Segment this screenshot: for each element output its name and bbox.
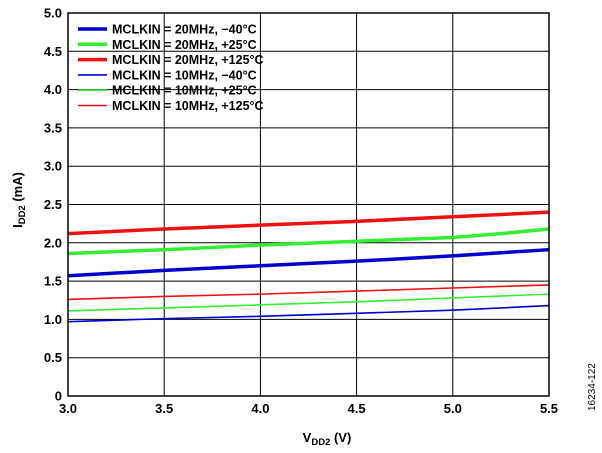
series-line <box>68 212 549 233</box>
y-tick-label: 1.5 <box>44 274 62 289</box>
x-tick-label: 5.0 <box>444 401 462 416</box>
legend-label: MCLKIN = 10MHz, +125°C <box>112 99 264 113</box>
y-tick-label: 0.5 <box>44 350 62 365</box>
y-tick-label: 2.0 <box>44 235 62 250</box>
x-axis-title-base: V <box>303 430 312 445</box>
plot-series <box>68 212 549 322</box>
y-tick-label: 0 <box>55 389 62 404</box>
x-tick-label: 4.0 <box>251 401 269 416</box>
y-axis-title: IDD2 (mA) <box>10 172 28 228</box>
y-tick-label: 4.0 <box>44 82 62 97</box>
x-tick-labels: 3.0 3.5 4.0 4.5 5.0 5.5 <box>59 401 558 416</box>
y-tick-label: 5.0 <box>44 6 62 21</box>
legend-label: MCLKIN = 10MHz, −40°C <box>112 68 257 82</box>
x-axis-title-sub: DD2 <box>311 437 330 448</box>
x-tick-label: 3.5 <box>155 401 173 416</box>
x-axis-title: VDD2 (V) <box>303 430 352 448</box>
legend-label: MCLKIN = 10MHz, +25°C <box>112 84 257 98</box>
y-tick-label: 2.5 <box>44 197 62 212</box>
y-tick-label: 1.0 <box>44 312 62 327</box>
y-tick-labels: 0 0.5 1.0 1.5 2.0 2.5 3.0 3.5 4.0 4.5 5.0 <box>44 6 62 404</box>
x-tick-label: 5.5 <box>540 401 558 416</box>
series-line <box>68 229 549 254</box>
legend-label: MCLKIN = 20MHz, +125°C <box>112 53 264 67</box>
y-tick-label: 3.0 <box>44 159 62 174</box>
legend-label: MCLKIN = 20MHz, −40°C <box>112 23 257 37</box>
y-axis-title-sub: DD2 <box>17 205 28 224</box>
series-line <box>68 250 549 276</box>
figure-id: 16234-122 <box>587 363 598 411</box>
x-tick-label: 4.5 <box>348 401 366 416</box>
legend-label: MCLKIN = 20MHz, +25°C <box>112 38 257 52</box>
y-tick-label: 4.5 <box>44 44 62 59</box>
y-axis-title-unit: (mA) <box>10 172 25 205</box>
y-tick-label: 3.5 <box>44 120 62 135</box>
x-axis-title-unit: (V) <box>330 430 351 445</box>
